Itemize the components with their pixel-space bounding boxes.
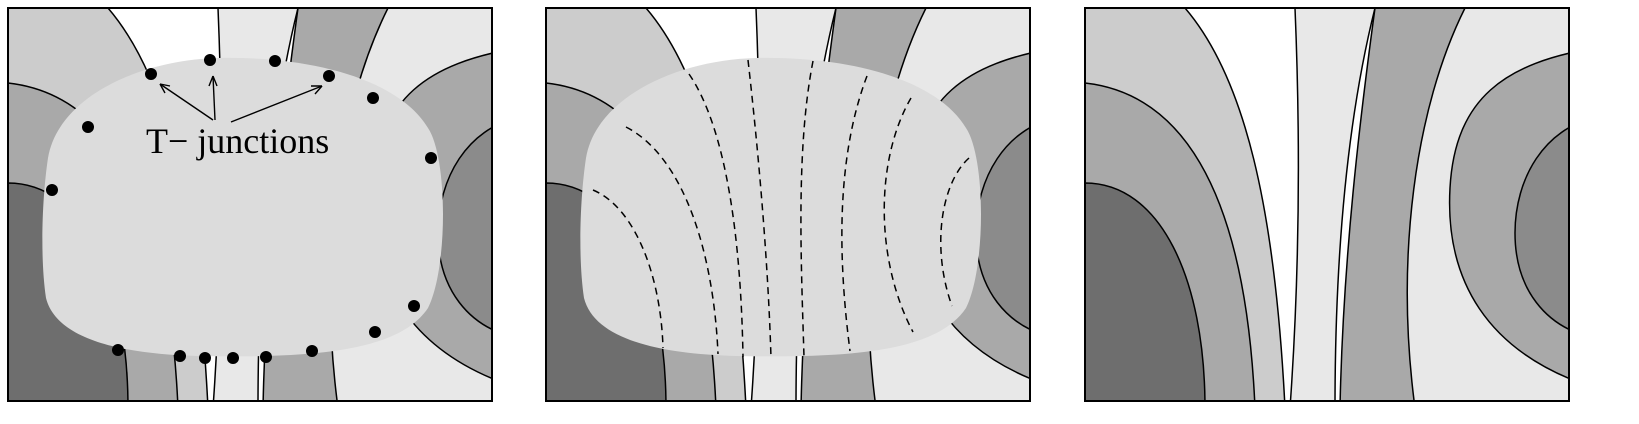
dashed-level-completions xyxy=(592,59,970,359)
panel-frame-1 xyxy=(7,7,493,402)
occluder-blob-1 xyxy=(42,57,443,357)
panel-completed xyxy=(545,7,1031,402)
t-junction-dot xyxy=(82,121,94,133)
t-junction-dot xyxy=(145,68,157,80)
t-junction-dot xyxy=(46,184,58,196)
t-junction-dot xyxy=(112,344,124,356)
t-junctions-label: T− junctions xyxy=(146,121,329,161)
level-set-image-1 xyxy=(8,8,492,401)
occluder-blob-2 xyxy=(580,57,981,357)
t-junction-dot xyxy=(323,70,335,82)
panel-frame-3 xyxy=(1084,7,1570,402)
t-junction-dot xyxy=(260,351,272,363)
t-junction-dot xyxy=(269,55,281,67)
level-set-image-3 xyxy=(1085,8,1569,401)
t-junction-dot xyxy=(174,350,186,362)
panel-frame-2 xyxy=(545,7,1031,402)
panel-occluded: T− junctions xyxy=(7,7,493,402)
t-junction-dot xyxy=(367,92,379,104)
t-junction-dot xyxy=(199,352,211,364)
t-junction-dot xyxy=(425,152,437,164)
annotation-arrows xyxy=(159,75,323,123)
t-junction-markers xyxy=(46,54,437,364)
t-junction-dot xyxy=(227,352,239,364)
t-junction-dot xyxy=(306,345,318,357)
t-junction-dot xyxy=(369,326,381,338)
level-set-image-2 xyxy=(546,8,1030,401)
t-junction-dot xyxy=(204,54,216,66)
panel-original xyxy=(1084,7,1570,402)
t-junction-dot xyxy=(408,300,420,312)
